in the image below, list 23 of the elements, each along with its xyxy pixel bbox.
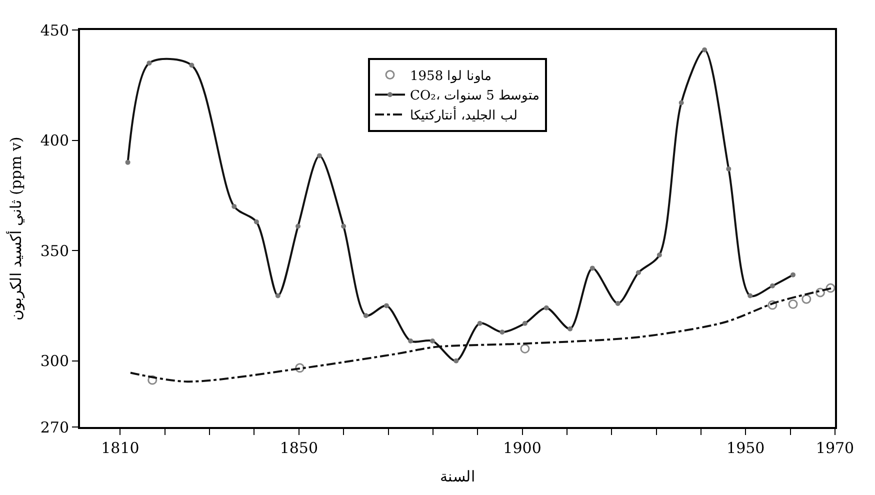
y-axis-title: ثاني أكسيد الكربون (ppm v) xyxy=(6,136,26,320)
x-tick-label: 1970 xyxy=(816,439,854,457)
x-tick-label: 1850 xyxy=(280,439,318,457)
point xyxy=(802,294,812,304)
point xyxy=(520,344,530,354)
point xyxy=(788,299,798,309)
point xyxy=(295,363,305,373)
y-tick-label: 300 xyxy=(40,352,69,370)
x-tick-label: 1810 xyxy=(101,439,140,457)
x-tick-label: 1900 xyxy=(503,439,542,457)
x-axis-title: السنة xyxy=(440,468,475,486)
legend-label: CO₂، متوسط 5 سنوات xyxy=(410,88,540,104)
y-tick-label: 400 xyxy=(40,132,69,150)
x-tick-label: 1950 xyxy=(726,439,765,457)
point xyxy=(816,288,826,298)
point xyxy=(826,283,835,293)
y-tick-label: 350 xyxy=(40,242,69,260)
legend-label: لب الجليد، أنتاركتيكا xyxy=(410,106,518,124)
y-tick-label: 450 xyxy=(40,21,69,40)
legend-label: ماونا لوا 1958 xyxy=(410,68,492,84)
y-tick-label: 270 xyxy=(40,418,69,436)
point xyxy=(768,300,778,310)
point xyxy=(148,375,158,385)
